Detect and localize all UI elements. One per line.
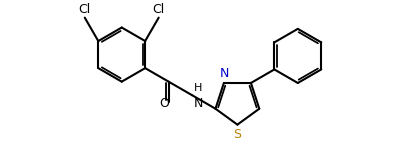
Text: Cl: Cl — [79, 3, 91, 16]
Text: H: H — [193, 83, 201, 93]
Text: S: S — [233, 128, 241, 141]
Text: N: N — [193, 96, 202, 110]
Text: O: O — [158, 96, 168, 110]
Text: N: N — [219, 67, 228, 80]
Text: Cl: Cl — [152, 3, 164, 16]
